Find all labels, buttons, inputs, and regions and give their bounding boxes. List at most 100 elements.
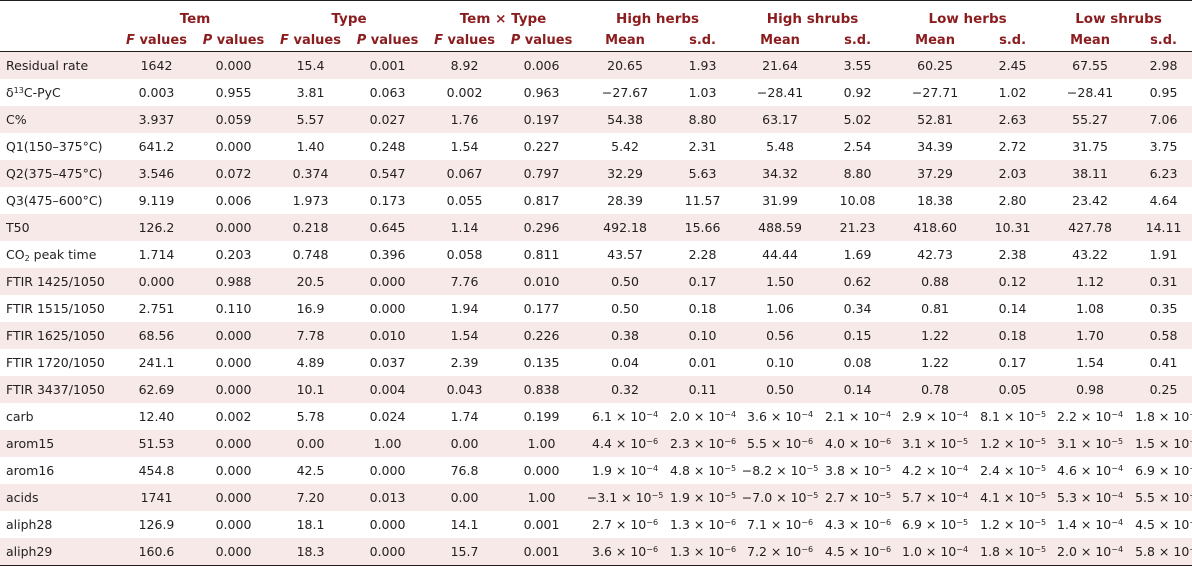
table-cell: 34.32 xyxy=(735,160,826,187)
table-cell: 0.010 xyxy=(503,268,581,295)
table-cell: 0.000 xyxy=(349,511,427,538)
table-cell: 0.000 xyxy=(195,511,273,538)
table-cell: 0.173 xyxy=(349,187,427,214)
table-cell: 2.28 xyxy=(670,241,736,268)
table-cell: 0.12 xyxy=(980,268,1046,295)
table-cell: 63.17 xyxy=(735,106,826,133)
table-cell: 0.50 xyxy=(735,376,826,403)
table-cell: 5.78 xyxy=(272,403,350,430)
table-cell: −28.41 xyxy=(735,79,826,106)
table-cell: 0.50 xyxy=(580,268,671,295)
table-cell: 0.203 xyxy=(195,241,273,268)
table-cell: 2.72 xyxy=(980,133,1046,160)
table-cell: 0.95 xyxy=(1135,79,1192,106)
table-cell: 0.004 xyxy=(349,376,427,403)
sd-header: s.d. xyxy=(980,29,1046,52)
p-values-header: P values xyxy=(195,29,273,52)
table-cell: 0.177 xyxy=(503,295,581,322)
table-row: arom16 454.8 0.000 42.5 0.000 76.8 0.000 1.9 × … xyxy=(0,457,1192,484)
row-label: acids xyxy=(0,484,118,511)
table-cell: 126.2 xyxy=(118,214,195,241)
table-body: Residual rate 1642 0.000 15.4 0.001 8.92 0.006… xyxy=(0,51,1192,566)
table-row: FTIR 1515/1050 2.751 0.110 16.9 0.000 1.94 0.1… xyxy=(0,295,1192,322)
table-cell: 0.027 xyxy=(349,106,427,133)
p-values-header: P values xyxy=(349,29,427,52)
table-cell: −3.1 × 10−5 xyxy=(580,484,671,511)
table-cell: 42.73 xyxy=(890,241,981,268)
table-cell: 18.38 xyxy=(890,187,981,214)
table-cell: 1741 xyxy=(118,484,195,511)
table-cell: 0.059 xyxy=(195,106,273,133)
table-cell: 0.003 xyxy=(118,79,195,106)
table-cell: 4.6 × 10−4 xyxy=(1045,457,1136,484)
table-cell: 0.92 xyxy=(825,79,891,106)
table-cell: 1.22 xyxy=(890,322,981,349)
table-cell: 0.000 xyxy=(195,51,273,79)
table-cell: 2.7 × 10−5 xyxy=(825,484,891,511)
table-cell: 1.22 xyxy=(890,349,981,376)
table-cell: 2.751 xyxy=(118,295,195,322)
table-cell: 0.50 xyxy=(580,295,671,322)
table-cell: 0.58 xyxy=(1135,322,1192,349)
row-label: Residual rate xyxy=(0,51,118,79)
table-row: FTIR 1720/1050 241.1 0.000 4.89 0.037 2.39 0.1… xyxy=(0,349,1192,376)
table-cell: 23.42 xyxy=(1045,187,1136,214)
table-cell: −8.2 × 10−5 xyxy=(735,457,826,484)
table-cell: 14.11 xyxy=(1135,214,1192,241)
table-cell: 1.8 × 10−4 xyxy=(1135,403,1192,430)
sd-header: s.d. xyxy=(825,29,891,52)
table-cell: 18.1 xyxy=(272,511,350,538)
table-cell: 5.3 × 10−4 xyxy=(1045,484,1136,511)
row-label: arom16 xyxy=(0,457,118,484)
table-cell: 0.000 xyxy=(195,376,273,403)
table-cell: 1.12 xyxy=(1045,268,1136,295)
table-cell: 0.396 xyxy=(349,241,427,268)
table-cell: 5.8 × 10−5 xyxy=(1135,538,1192,566)
row-label: Q3(475–600°C) xyxy=(0,187,118,214)
table-row: Q1(150–375°C) 641.2 0.000 1.40 0.248 1.54 0.22… xyxy=(0,133,1192,160)
table-cell: 18.3 xyxy=(272,538,350,566)
table-cell: 3.937 xyxy=(118,106,195,133)
table-cell: 20.65 xyxy=(580,51,671,79)
table-cell: 1.4 × 10−4 xyxy=(1045,511,1136,538)
table-cell: −27.71 xyxy=(890,79,981,106)
table-cell: 3.546 xyxy=(118,160,195,187)
table-cell: 0.374 xyxy=(272,160,350,187)
table-cell: 0.000 xyxy=(349,538,427,566)
table-cell: 0.000 xyxy=(195,538,273,566)
table-cell: 1.94 xyxy=(426,295,504,322)
table-row: FTIR 1425/1050 0.000 0.988 20.5 0.000 7.76 0.0… xyxy=(0,268,1192,295)
table-cell: 0.10 xyxy=(670,322,736,349)
table-cell: 0.41 xyxy=(1135,349,1192,376)
table-cell: 52.81 xyxy=(890,106,981,133)
table-cell: 1.69 xyxy=(825,241,891,268)
table-cell: 1.714 xyxy=(118,241,195,268)
table-cell: 0.000 xyxy=(503,457,581,484)
table-cell: 1.3 × 10−6 xyxy=(670,538,736,566)
table-cell: 10.31 xyxy=(980,214,1046,241)
table-cell: 10.08 xyxy=(825,187,891,214)
table-cell: 3.1 × 10−5 xyxy=(1045,430,1136,457)
table-cell: 1.08 xyxy=(1045,295,1136,322)
table-cell: 10.1 xyxy=(272,376,350,403)
table-cell: 8.92 xyxy=(426,51,504,79)
table-cell: 2.3 × 10−6 xyxy=(670,430,736,457)
table-cell: 126.9 xyxy=(118,511,195,538)
table-cell: 7.2 × 10−6 xyxy=(735,538,826,566)
table-cell: 0.043 xyxy=(426,376,504,403)
table-cell: 51.53 xyxy=(118,430,195,457)
table-cell: 11.57 xyxy=(670,187,736,214)
table-cell: 0.81 xyxy=(890,295,981,322)
table-cell: 1.00 xyxy=(503,430,581,457)
table-cell: 0.645 xyxy=(349,214,427,241)
table-cell: 1.40 xyxy=(272,133,350,160)
table-cell: 0.14 xyxy=(980,295,1046,322)
table-row: acids 1741 0.000 7.20 0.013 0.00 1.00 −3.1 × 10… xyxy=(0,484,1192,511)
table-row: Q3(475–600°C) 9.119 0.006 1.973 0.173 0.055 0.… xyxy=(0,187,1192,214)
table-cell: 0.000 xyxy=(195,133,273,160)
table-cell: 2.4 × 10−5 xyxy=(980,457,1046,484)
table-cell: 4.0 × 10−6 xyxy=(825,430,891,457)
table-cell: 0.000 xyxy=(195,349,273,376)
row-label: FTIR 3437/1050 xyxy=(0,376,118,403)
table-row: FTIR 1625/1050 68.56 0.000 7.78 0.010 1.54 0.2… xyxy=(0,322,1192,349)
